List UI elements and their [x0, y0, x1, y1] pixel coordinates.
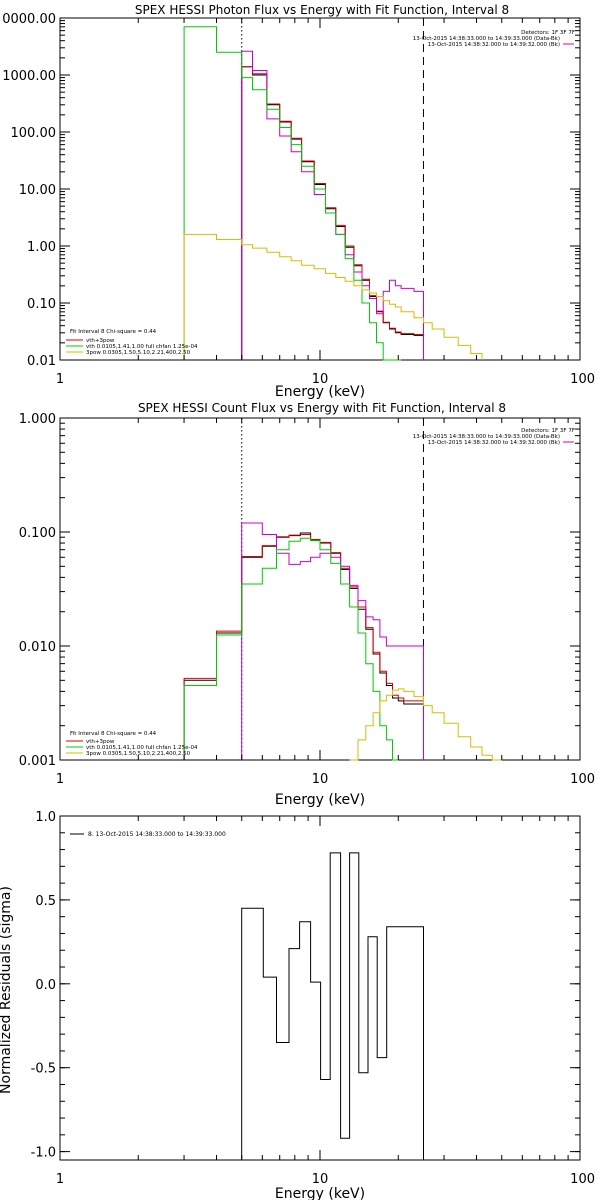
panel2-info-databk: 13-Oct-2015 14:38:33.000 to 14:39:33.000… — [413, 434, 560, 440]
background-histogram — [241, 522, 424, 760]
ytick-label: 0.01 — [27, 354, 56, 369]
ytick-label: 1.000 — [19, 412, 56, 427]
ytick-label: 10.00 — [19, 183, 56, 198]
total-fit-histogram — [183, 534, 424, 760]
xtick-label: 100 — [570, 1172, 595, 1187]
ytick-label: 0.10 — [27, 297, 56, 312]
power-law-component-histogram — [349, 688, 502, 761]
xtick-label: 1 — [56, 772, 64, 787]
ytick-label: 1.00 — [27, 240, 56, 255]
xtick-label: 100 — [570, 372, 595, 387]
panel1-fitinfo-model: vth+3pow — [86, 338, 115, 344]
ytick-label: 1.0 — [35, 810, 56, 825]
panel2-info-detectors: Detectors: 1F 3F 7F — [521, 428, 575, 434]
xtick-label: 1 — [56, 372, 64, 387]
xtick-label: 10 — [312, 372, 329, 387]
ytick-label: 1000.00 — [2, 69, 56, 84]
panel2-fitinfo-model: vth+3pow — [86, 739, 115, 745]
panel1-xlabel: Energy (keV) — [275, 384, 365, 400]
panel1-info-bk: 13-Oct-2015 14:38:32.000 to 14:39:32.000… — [428, 42, 560, 48]
ytick-label: 0.001 — [19, 754, 56, 769]
panel2-fitinfo-vth: vth 0.0105,1.41,1.00 full chfan 1.25e-04 — [86, 745, 198, 751]
panel2-info-bk: 13-Oct-2015 14:38:32.000 to 14:39:32.000… — [428, 440, 560, 446]
panel2-xlabel: Energy (keV) — [275, 792, 365, 808]
ytick-label: 0.010 — [19, 640, 56, 655]
panel1-title: SPEX HESSI Photon Flux vs Energy with Fi… — [135, 3, 509, 17]
panel3-ylabel: Normalized Residuals (sigma) — [0, 886, 14, 1094]
xtick-label: 100 — [570, 772, 595, 787]
panel2-title: SPEX HESSI Count Flux vs Energy with Fit… — [138, 401, 506, 415]
ytick-label: 0.0 — [35, 978, 56, 993]
count-flux-panel: SPEX HESSI Count Flux vs Energy with Fit… — [19, 401, 595, 808]
panel1-fitinfo-vth: vth 0.0105,1.41,1.00 full chfan 1.25e-04 — [86, 344, 198, 350]
ytick-label: 0.5 — [35, 894, 56, 909]
ytick-label: -0.5 — [31, 1062, 56, 1077]
residuals-histogram — [241, 852, 424, 1160]
ytick-label: 0.100 — [19, 526, 56, 541]
ytick-label: 0000.00 — [2, 12, 56, 27]
thermal-component-histogram — [183, 537, 399, 761]
panel1-fitinfo-title: Fit Interval 8 Chi-square = 0.44 — [70, 329, 157, 335]
xtick-label: 1 — [56, 1172, 64, 1187]
residuals-panel: -1.0 -0.5 0.0 0.5 1.0 1 10 100 Energy (keV) No… — [0, 810, 595, 1200]
panel1-info-detectors: Detectors: 1F 3F 7F — [521, 30, 575, 36]
photon-flux-panel: SPEX HESSI Photon Flux vs Energy with Fi… — [2, 3, 595, 400]
panel3-xlabel: Energy (keV) — [275, 1186, 365, 1200]
panel3-frame — [59, 815, 581, 1161]
xtick-label: 10 — [312, 772, 329, 787]
panel2-fitinfo-title: Fit Interval 8 Chi-square = 0.44 — [70, 731, 157, 737]
ytick-label: 100.00 — [11, 126, 57, 141]
panel1-info-databk: 13-Oct-2015 14:38:33.000 to 14:39:33.000… — [413, 36, 560, 42]
panel2-fitinfo-3pow: 3pow 0.0305,1.50,5.10,2.21,400,2.50 — [86, 751, 191, 757]
thermal-component-histogram — [183, 26, 402, 361]
power-law-component-histogram — [183, 233, 483, 360]
panel2-frame — [59, 417, 581, 761]
panel1-fitinfo-3pow: 3pow 0.0305,1.50,5.10,2.21,400,2.50 — [86, 350, 191, 356]
ytick-label: -1.0 — [31, 1146, 56, 1161]
xtick-label: 10 — [312, 1172, 329, 1187]
panel3-legend: 8. 13-Oct-2015 14:38:33.000 to 14:39:33.… — [88, 831, 226, 838]
background-histogram — [241, 50, 424, 360]
